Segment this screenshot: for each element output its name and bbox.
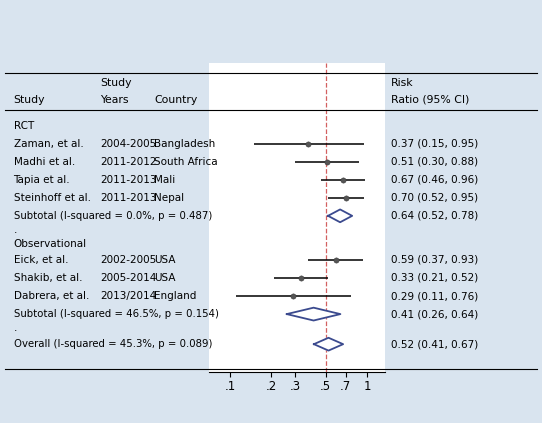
Polygon shape	[287, 308, 340, 321]
Text: 0.64 (0.52, 0.78): 0.64 (0.52, 0.78)	[391, 211, 479, 221]
Text: Dabrera, et al.: Dabrera, et al.	[14, 291, 89, 301]
Polygon shape	[314, 338, 343, 351]
Text: 0.52 (0.41, 0.67): 0.52 (0.41, 0.67)	[391, 339, 479, 349]
Text: Eick, et al.: Eick, et al.	[14, 255, 68, 265]
Text: Shakib, et al.: Shakib, et al.	[14, 273, 82, 283]
Text: 2011-2012: 2011-2012	[100, 157, 157, 167]
Text: 0.33 (0.21, 0.52): 0.33 (0.21, 0.52)	[391, 273, 479, 283]
Text: 0.70 (0.52, 0.95): 0.70 (0.52, 0.95)	[391, 193, 479, 203]
Text: Subtotal (I-squared = 46.5%, p = 0.154): Subtotal (I-squared = 46.5%, p = 0.154)	[14, 309, 218, 319]
Text: Ratio (95% CI): Ratio (95% CI)	[391, 95, 470, 104]
Text: Tapia et al.: Tapia et al.	[14, 175, 70, 185]
Text: Nepal: Nepal	[154, 193, 185, 203]
Text: Overall (I-squared = 45.3%, p = 0.089): Overall (I-squared = 45.3%, p = 0.089)	[14, 339, 212, 349]
Text: 2004-2005: 2004-2005	[100, 139, 157, 148]
Text: Steinhoff et al.: Steinhoff et al.	[14, 193, 91, 203]
Text: Bangladesh: Bangladesh	[154, 139, 216, 148]
Text: Study: Study	[14, 95, 45, 104]
Text: 2011-2013: 2011-2013	[100, 175, 157, 185]
Text: Mali: Mali	[154, 175, 176, 185]
Text: Study: Study	[100, 79, 132, 88]
Text: Risk: Risk	[391, 79, 414, 88]
Text: USA: USA	[154, 273, 176, 283]
Text: 2002-2005: 2002-2005	[100, 255, 157, 265]
Text: 2013/2014: 2013/2014	[100, 291, 157, 301]
Polygon shape	[328, 209, 352, 222]
Text: USA: USA	[154, 255, 176, 265]
Text: 0.41 (0.26, 0.64): 0.41 (0.26, 0.64)	[391, 309, 479, 319]
Text: Zaman, et al.: Zaman, et al.	[14, 139, 83, 148]
Text: 2005-2014: 2005-2014	[100, 273, 157, 283]
Text: 0.59 (0.37, 0.93): 0.59 (0.37, 0.93)	[391, 255, 479, 265]
Text: 0.29 (0.11, 0.76): 0.29 (0.11, 0.76)	[391, 291, 479, 301]
Text: Country: Country	[154, 95, 198, 104]
Text: 0.51 (0.30, 0.88): 0.51 (0.30, 0.88)	[391, 157, 479, 167]
Text: RCT: RCT	[14, 121, 34, 131]
Text: Observational: Observational	[14, 239, 87, 249]
Text: 2011-2013: 2011-2013	[100, 193, 157, 203]
Text: .: .	[14, 225, 17, 235]
Text: South Africa: South Africa	[154, 157, 218, 167]
Text: Years: Years	[100, 95, 129, 104]
Text: Madhi et al.: Madhi et al.	[14, 157, 75, 167]
Text: Subtotal (I-squared = 0.0%, p = 0.487): Subtotal (I-squared = 0.0%, p = 0.487)	[14, 211, 212, 221]
Text: 0.37 (0.15, 0.95): 0.37 (0.15, 0.95)	[391, 139, 479, 148]
Text: England: England	[154, 291, 197, 301]
Text: 0.67 (0.46, 0.96): 0.67 (0.46, 0.96)	[391, 175, 479, 185]
Text: .: .	[14, 323, 17, 333]
